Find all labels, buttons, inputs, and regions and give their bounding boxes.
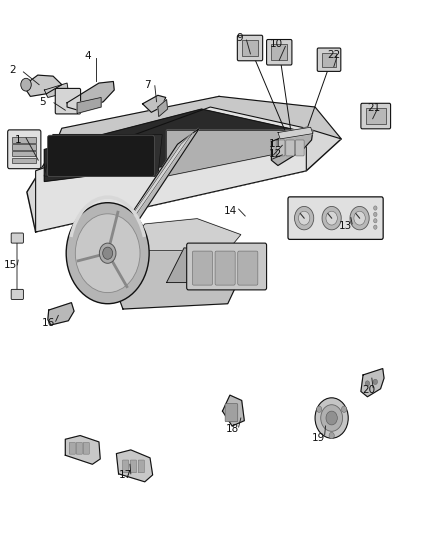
FancyBboxPatch shape: [361, 103, 391, 129]
Polygon shape: [77, 98, 101, 114]
Polygon shape: [158, 100, 167, 117]
Polygon shape: [272, 127, 313, 165]
FancyBboxPatch shape: [123, 460, 129, 473]
Polygon shape: [166, 131, 297, 176]
Circle shape: [326, 411, 337, 425]
Polygon shape: [223, 395, 244, 426]
Polygon shape: [53, 96, 341, 150]
Circle shape: [329, 432, 334, 439]
Bar: [366, 108, 386, 124]
Polygon shape: [23, 75, 62, 96]
Polygon shape: [44, 109, 297, 181]
Polygon shape: [123, 219, 241, 251]
Text: 5: 5: [39, 96, 46, 107]
Polygon shape: [118, 133, 193, 236]
Bar: [242, 40, 258, 56]
FancyBboxPatch shape: [286, 140, 294, 156]
Circle shape: [322, 206, 341, 230]
Polygon shape: [166, 248, 219, 282]
FancyBboxPatch shape: [276, 140, 285, 156]
Circle shape: [342, 406, 347, 413]
Text: 22: 22: [327, 50, 340, 60]
Text: 15: 15: [4, 260, 17, 270]
Circle shape: [374, 225, 377, 229]
Circle shape: [374, 212, 377, 216]
Text: 10: 10: [270, 39, 283, 49]
Polygon shape: [143, 95, 166, 112]
Bar: [12, 158, 36, 164]
Bar: [12, 151, 36, 157]
FancyBboxPatch shape: [225, 403, 238, 422]
Text: 1: 1: [15, 135, 21, 145]
Text: 18: 18: [226, 424, 239, 434]
Polygon shape: [65, 435, 100, 464]
Circle shape: [326, 211, 337, 225]
Polygon shape: [67, 82, 114, 111]
FancyBboxPatch shape: [237, 35, 263, 61]
FancyBboxPatch shape: [267, 39, 292, 65]
Text: 2: 2: [10, 65, 16, 75]
FancyBboxPatch shape: [317, 48, 341, 71]
Polygon shape: [48, 303, 74, 325]
FancyBboxPatch shape: [238, 251, 258, 285]
Text: 4: 4: [85, 51, 92, 61]
Polygon shape: [361, 368, 384, 397]
Bar: [272, 44, 287, 60]
Circle shape: [350, 206, 369, 230]
Text: 11: 11: [269, 139, 283, 149]
FancyBboxPatch shape: [288, 197, 383, 239]
Polygon shape: [35, 107, 306, 232]
Bar: [321, 53, 336, 67]
Text: 19: 19: [312, 433, 325, 443]
Bar: [12, 138, 36, 143]
Circle shape: [374, 206, 377, 210]
Polygon shape: [117, 450, 152, 482]
Text: 20: 20: [362, 385, 375, 395]
Circle shape: [321, 405, 343, 431]
FancyBboxPatch shape: [11, 289, 23, 300]
Circle shape: [373, 379, 378, 384]
Text: 9: 9: [237, 33, 243, 43]
FancyBboxPatch shape: [83, 442, 89, 454]
Polygon shape: [114, 128, 199, 240]
FancyBboxPatch shape: [69, 442, 75, 454]
Polygon shape: [106, 235, 245, 309]
Circle shape: [294, 206, 314, 230]
FancyBboxPatch shape: [187, 243, 267, 290]
Circle shape: [99, 243, 116, 263]
Text: 21: 21: [367, 103, 381, 113]
FancyBboxPatch shape: [295, 140, 304, 156]
Circle shape: [75, 214, 140, 293]
Text: 14: 14: [224, 206, 237, 216]
FancyBboxPatch shape: [8, 130, 41, 168]
FancyBboxPatch shape: [76, 442, 82, 454]
Text: 13: 13: [339, 221, 352, 231]
Circle shape: [374, 219, 377, 223]
FancyBboxPatch shape: [138, 460, 145, 473]
Circle shape: [365, 381, 370, 386]
Bar: [12, 144, 36, 150]
Polygon shape: [278, 127, 313, 139]
FancyBboxPatch shape: [11, 233, 23, 243]
Text: 12: 12: [269, 149, 283, 159]
Circle shape: [354, 211, 365, 225]
Circle shape: [317, 406, 322, 413]
Polygon shape: [44, 135, 162, 176]
FancyBboxPatch shape: [215, 251, 235, 285]
Text: 7: 7: [144, 80, 150, 90]
FancyBboxPatch shape: [55, 88, 81, 114]
Text: 17: 17: [119, 471, 132, 480]
Text: 16: 16: [42, 318, 55, 328]
Circle shape: [66, 203, 149, 304]
FancyBboxPatch shape: [131, 460, 137, 473]
Polygon shape: [44, 83, 68, 98]
Circle shape: [315, 398, 348, 438]
Polygon shape: [27, 96, 341, 232]
Circle shape: [102, 247, 113, 259]
Circle shape: [21, 78, 31, 91]
Circle shape: [298, 211, 310, 225]
FancyBboxPatch shape: [192, 251, 212, 285]
FancyBboxPatch shape: [47, 135, 154, 176]
